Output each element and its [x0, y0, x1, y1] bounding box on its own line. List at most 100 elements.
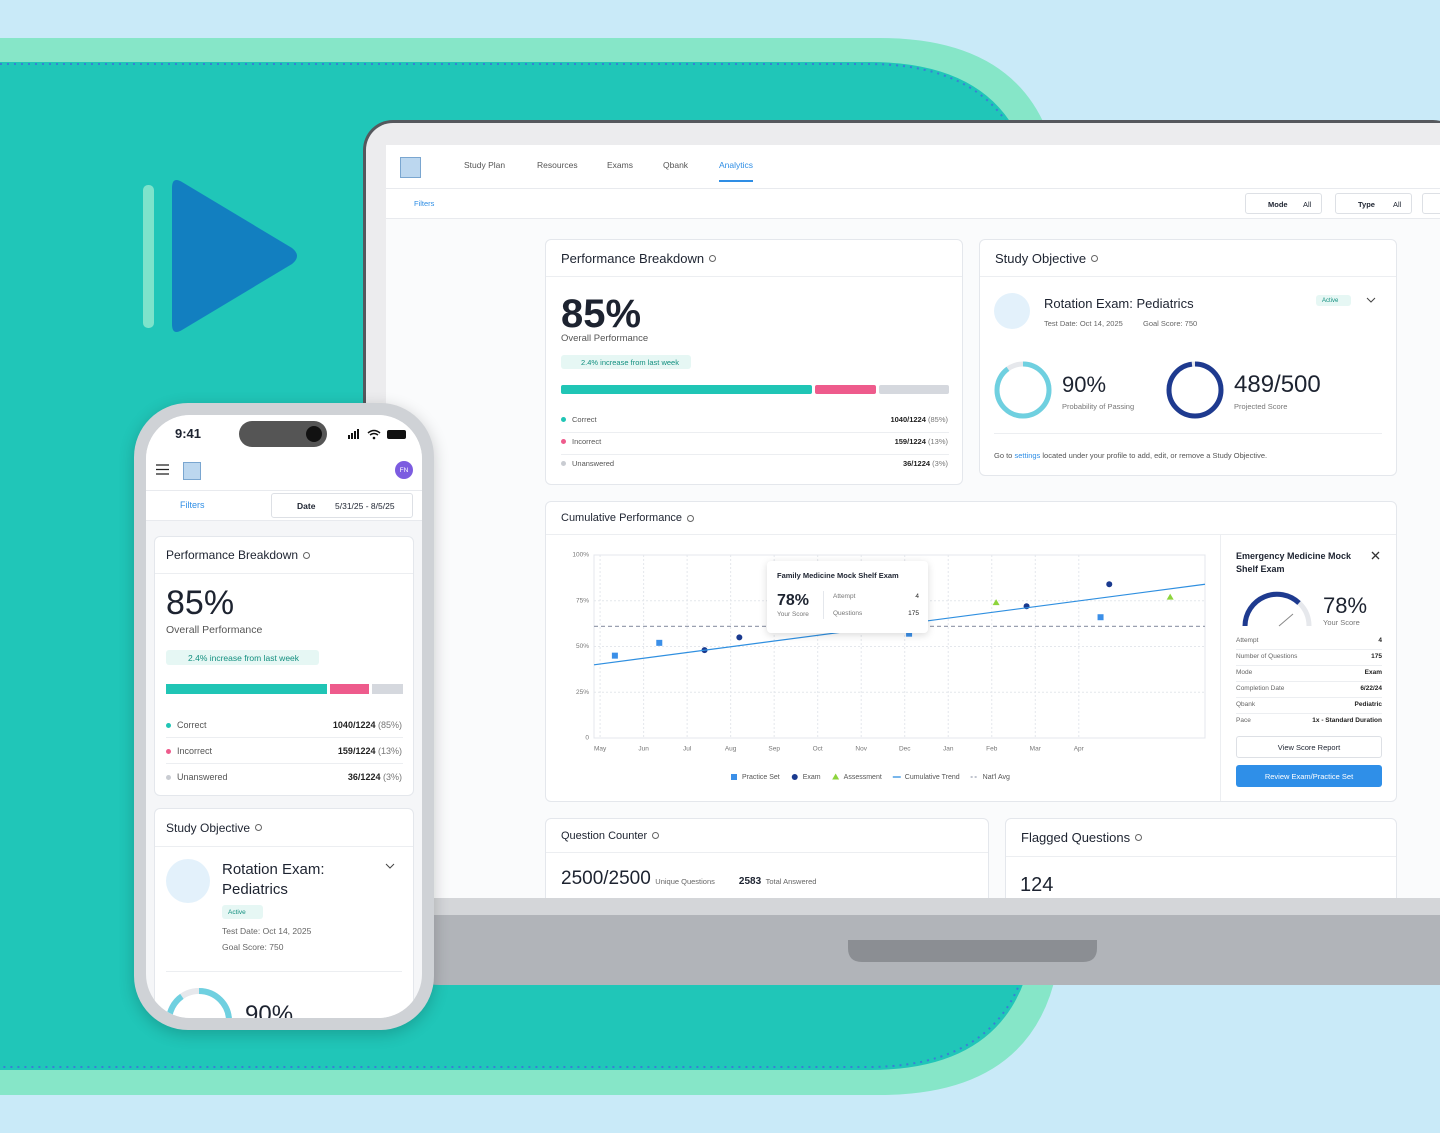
filter-button[interactable]	[1422, 193, 1440, 214]
details-title: Emergency Medicine Mock Shelf Exam	[1236, 551, 1352, 574]
card-header: Question Counter	[546, 819, 988, 853]
row-percent: (13%)	[927, 437, 948, 446]
question-counter-card: Question Counter 2500/2500 Unique Questi…	[545, 818, 989, 898]
projected: 489/500	[1234, 371, 1321, 398]
probability: 90%	[245, 1001, 294, 1018]
tooltip: Family Medicine Mock Shelf Exam 78% Your…	[767, 561, 928, 633]
note-text: located under your profile to add, edit,…	[1042, 451, 1268, 460]
row-percent: (13%)	[377, 746, 402, 756]
menu-button[interactable]	[156, 464, 170, 475]
avatar[interactable]: FN	[395, 461, 413, 479]
row-label: Unanswered	[177, 772, 228, 782]
card-title: Performance Breakdown	[166, 548, 299, 562]
type-filter[interactable]: Type All	[1335, 193, 1412, 214]
filters-button[interactable]: Filters	[180, 500, 205, 510]
tooltip-score: 78%	[777, 592, 810, 609]
x-tick-label: Feb	[986, 746, 998, 753]
performance-card: Performance Breakdown 85% Overall Perfor…	[154, 536, 414, 796]
card-header: Study Objective	[980, 240, 1396, 277]
row-percent: (85%)	[927, 415, 948, 424]
exam-icon	[994, 293, 1030, 329]
divider	[561, 432, 949, 433]
row-percent: (85%)	[377, 720, 402, 730]
row-label: Correct	[177, 720, 207, 730]
bar-correct	[166, 684, 327, 694]
detail-value: Exam	[1364, 669, 1382, 676]
y-tick-label: 100%	[572, 552, 589, 559]
cumulative-card: Cumulative Performance 0 25% 50% 75% 100% May…	[545, 501, 1397, 802]
row-label: Incorrect	[177, 746, 213, 756]
row-label: Unanswered	[572, 459, 615, 468]
settings-link[interactable]: settings	[1014, 451, 1041, 460]
probability-ring	[994, 361, 1052, 419]
legend-label: Exam	[803, 774, 821, 781]
divider	[1236, 697, 1382, 698]
x-tick-label: Mar	[1030, 746, 1042, 753]
date-filter[interactable]: Date 5/31/25 - 8/5/25	[271, 493, 413, 518]
chart: 0 25% 50% 75% 100% May Jun Jul Aug Sep Oct Nov Dec Ja…	[572, 552, 1206, 781]
nav-item[interactable]: Exams	[607, 160, 633, 170]
row-value: 36/1224 (3%)	[348, 772, 402, 782]
chevron[interactable]	[1366, 297, 1376, 305]
card-header: Study Objective	[155, 809, 413, 847]
nav-item[interactable]: Study Plan	[464, 160, 506, 170]
note: Go to settings located under your profil…	[994, 451, 1267, 460]
x-tick-label: Aug	[725, 746, 737, 753]
card-title: Study Objective	[166, 820, 251, 835]
note-text: Go to	[994, 451, 1013, 460]
row-count: 36/1224	[902, 459, 931, 468]
details-panel: Emergency Medicine Mock Shelf Exam 78% Y…	[1220, 535, 1396, 801]
filter-value: All	[1303, 200, 1312, 209]
card-title: Flagged Questions	[1021, 830, 1131, 845]
detail-label: Completion Date	[1236, 685, 1285, 692]
breakdown-row: Correct	[166, 720, 207, 730]
divider	[994, 433, 1382, 434]
x-tick-label: Oct	[813, 746, 823, 753]
data-point	[1166, 593, 1174, 600]
row-count: 1040/1224	[890, 415, 926, 424]
row-label: Incorrect	[572, 437, 602, 446]
legend-marker	[832, 773, 840, 780]
divider	[1236, 649, 1382, 650]
x-tick-label: May	[594, 746, 607, 753]
data-point	[1097, 614, 1104, 621]
dynamic-island	[239, 421, 327, 447]
tooltip-row-value: 175	[908, 610, 919, 617]
score: 85%	[166, 584, 235, 622]
review-button[interactable]: Review Exam/Practice Set	[1236, 765, 1382, 787]
legend-dot	[166, 748, 171, 754]
bar-correct	[561, 385, 812, 394]
details-score-label: Your Score	[1323, 618, 1360, 627]
legend-dot	[166, 774, 171, 780]
divider	[146, 490, 422, 491]
nav-item[interactable]: Qbank	[663, 160, 689, 170]
legend-dot	[561, 461, 566, 466]
chevron[interactable]	[385, 863, 395, 870]
card-title: Cumulative Performance	[561, 512, 683, 524]
row-percent: (3%)	[382, 772, 402, 782]
filters-button[interactable]: Filters	[414, 199, 435, 208]
flagged-count: 124	[1020, 874, 1054, 896]
logo	[183, 462, 201, 480]
mode-filter[interactable]: Mode All	[1245, 193, 1322, 214]
nav-item-active[interactable]: Analytics	[719, 160, 754, 182]
divider	[166, 971, 402, 972]
nav-item[interactable]: Resources	[537, 160, 578, 170]
bar-incorrect	[330, 684, 369, 694]
bar-unanswered	[879, 385, 949, 394]
y-tick-label: 75%	[576, 597, 589, 604]
view-score-button[interactable]: View Score Report	[1236, 736, 1382, 758]
y-tick-label: 0	[585, 735, 589, 742]
data-point	[1106, 581, 1113, 588]
phone-screen: 9:41 FN Filters Date 5/31/25 - 8/5/25 Pe…	[146, 415, 422, 1018]
filter-label: Type	[1358, 200, 1375, 209]
nav-bar: Study Plan Resources Exams Qbank Analyti…	[386, 145, 1440, 189]
row-count: 1040/1224	[332, 720, 376, 730]
card-title: Study Objective	[995, 250, 1087, 266]
close-button[interactable]	[1371, 551, 1380, 560]
breakdown-row: Incorrect	[166, 746, 212, 756]
goal-score: Goal Score: 750	[222, 942, 284, 952]
data-point	[906, 630, 913, 637]
x-tick-label: Nov	[855, 746, 867, 753]
unique-count: 2500/2500	[561, 868, 651, 889]
